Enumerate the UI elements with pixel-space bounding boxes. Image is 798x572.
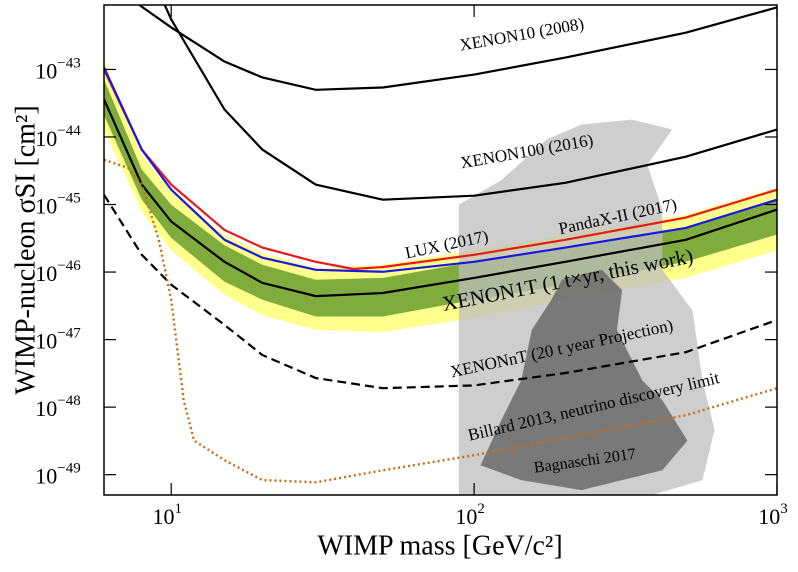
- line: [104, 67, 777, 273]
- x-axis-label: WIMP mass [GeV/c²]: [317, 530, 562, 561]
- line: [104, 98, 777, 298]
- x-tick-label: 103: [758, 501, 788, 529]
- line: [137, 5, 777, 91]
- x-tick-label: 101: [152, 501, 182, 529]
- line: [104, 194, 777, 390]
- plot-area: [104, 5, 777, 495]
- y-tick-label: 10−44: [35, 123, 81, 151]
- y-tick-label: 10−48: [35, 394, 80, 422]
- y-tick-label: 10−45: [35, 191, 80, 219]
- line: [104, 158, 777, 484]
- line: [104, 68, 777, 271]
- y-tick-label: 10−47: [35, 326, 81, 354]
- plot-frame: [103, 4, 778, 496]
- region: [480, 269, 688, 491]
- y-tick-label: 10−46: [35, 258, 81, 286]
- y-tick-label: 10−43: [35, 56, 80, 84]
- y-axis-label: WIMP-nucleon σSI [cm²]: [10, 105, 41, 394]
- line: [163, 5, 777, 201]
- y-tick-label: 10−49: [35, 461, 80, 489]
- x-tick-label: 102: [455, 501, 485, 529]
- series-label: XENON10 (2008): [458, 14, 585, 55]
